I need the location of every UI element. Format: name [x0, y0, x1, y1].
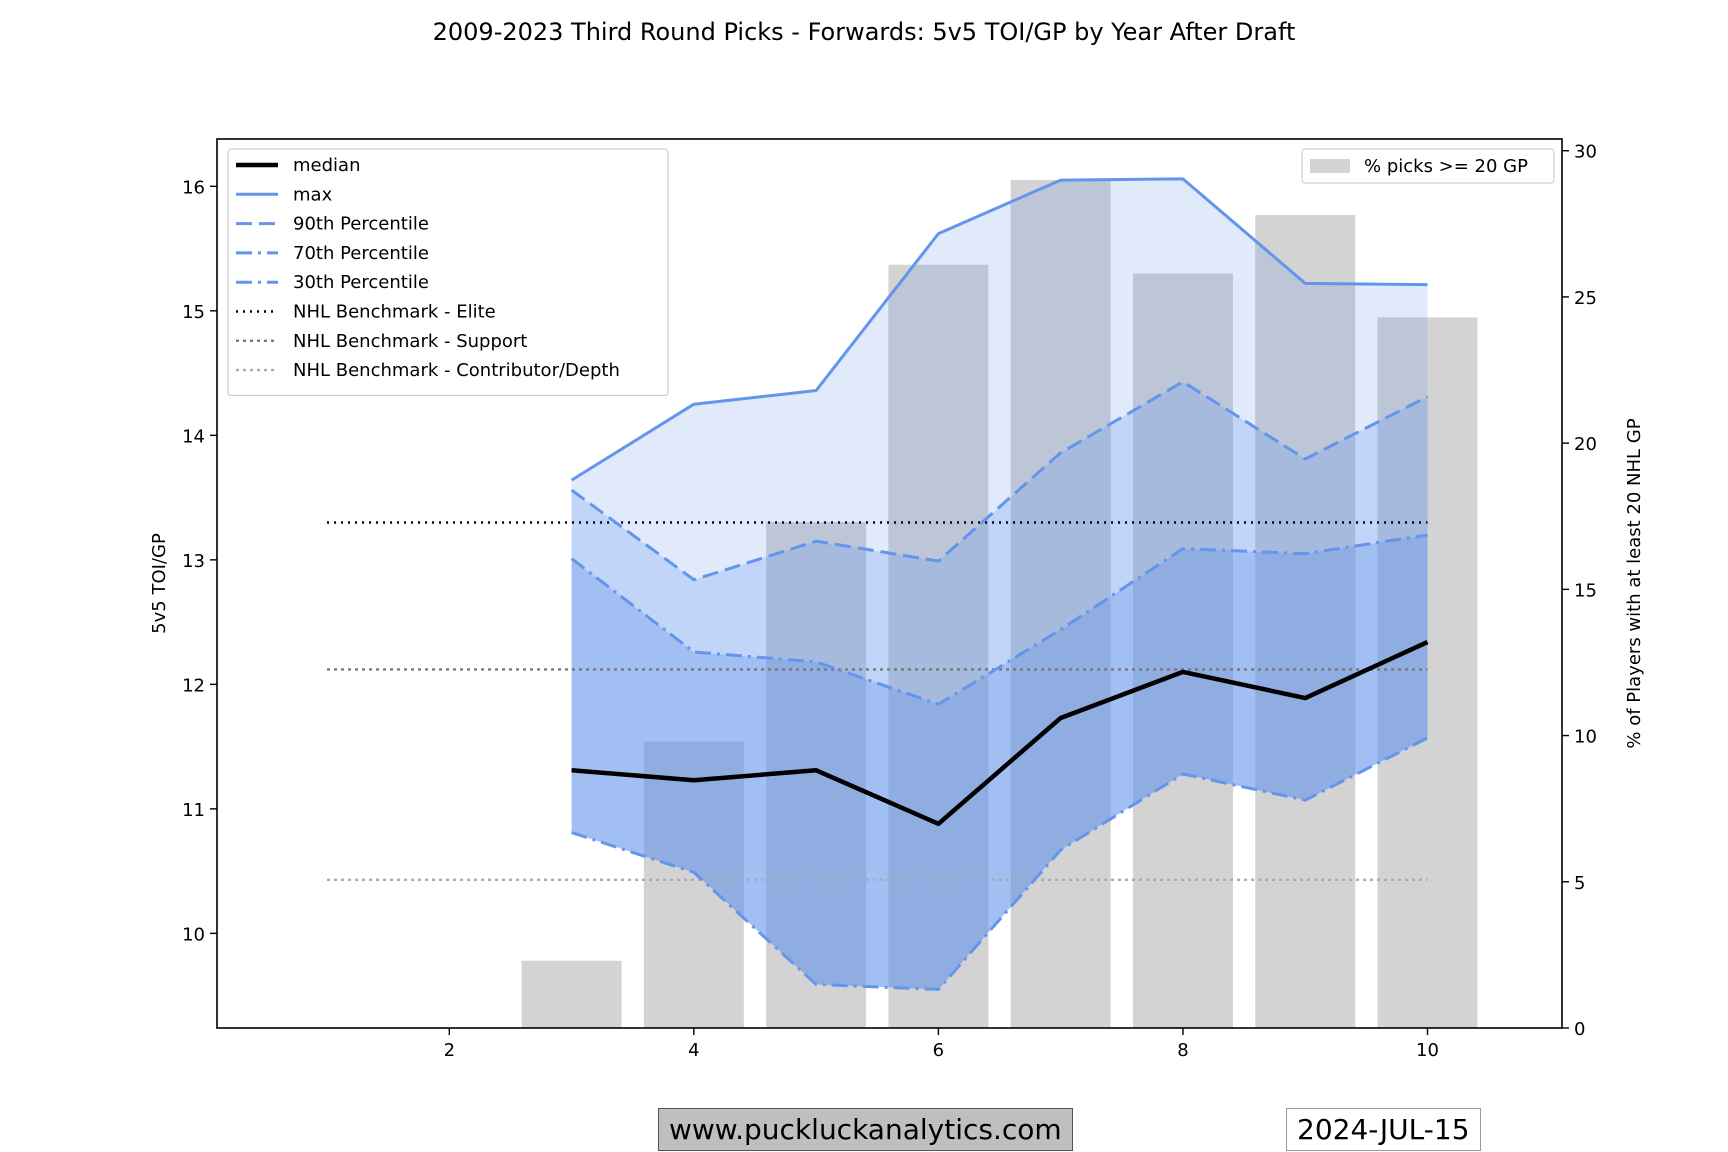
x-tick-label-6: 6 — [933, 1040, 944, 1061]
bar-legend-label: % picks >= 20 GP — [1364, 156, 1528, 177]
series-30th-percentile — [571, 736, 1429, 991]
bar-3 — [521, 960, 622, 1028]
y2-tick-label-20: 20 — [1574, 434, 1597, 455]
x-tick-label-10: 10 — [1416, 1040, 1439, 1061]
y-tick-label-11: 11 — [182, 800, 205, 821]
y2-tick-label-5: 5 — [1574, 873, 1585, 894]
legend-box — [227, 148, 669, 396]
date-label: 2024-JUL-15 — [1286, 1108, 1481, 1151]
y2-axis-label: % of Players with at least 20 NHL GP — [1624, 418, 1645, 748]
x-tick-label-2: 2 — [444, 1040, 455, 1061]
plot-frame — [216, 138, 1563, 1029]
legend-label-4: 30th Percentile — [293, 272, 429, 293]
band-max-90 — [571, 178, 1428, 580]
y2-tick-label-10: 10 — [1574, 727, 1597, 748]
legend-label-3: 70th Percentile — [293, 243, 429, 264]
bar-legend-swatch — [1310, 159, 1350, 173]
x-tick-label-4: 4 — [688, 1040, 699, 1061]
x-tick-label-8: 8 — [1177, 1040, 1188, 1061]
series-max — [570, 177, 1428, 482]
y-tick-label-13: 13 — [182, 551, 205, 572]
legend-label-7: NHL Benchmark - Contributor/Depth — [293, 360, 620, 381]
y2-tick-label-15: 15 — [1574, 580, 1597, 601]
y-tick-label-16: 16 — [182, 177, 205, 198]
series-median — [571, 639, 1429, 827]
y2-tick-label-0: 0 — [1574, 1019, 1585, 1040]
chart-title: 2009-2023 Third Round Picks - Forwards: … — [432, 18, 1296, 46]
legend-label-1: max — [293, 184, 333, 205]
website-label: www.puckluckanalytics.com — [658, 1108, 1073, 1151]
band-70-30 — [571, 534, 1428, 990]
legend-label-2: 90th Percentile — [293, 214, 429, 235]
y2-tick-label-25: 25 — [1574, 288, 1597, 309]
legend-label-0: median — [293, 155, 360, 176]
bar-legend-box — [1301, 148, 1555, 184]
legend-label-5: NHL Benchmark - Elite — [293, 302, 496, 323]
series-90th-percentile — [570, 380, 1429, 582]
series-70th-percentile — [570, 533, 1428, 706]
y-tick-label-12: 12 — [182, 675, 205, 696]
legend-label-6: NHL Benchmark - Support — [293, 331, 527, 352]
y2-tick-label-30: 30 — [1574, 142, 1597, 163]
y-tick-label-15: 15 — [182, 302, 205, 323]
y-axis-label: 5v5 TOI/GP — [149, 533, 170, 634]
band-90-70 — [571, 381, 1428, 705]
y-tick-label-10: 10 — [182, 924, 205, 945]
y-tick-label-14: 14 — [182, 426, 205, 447]
